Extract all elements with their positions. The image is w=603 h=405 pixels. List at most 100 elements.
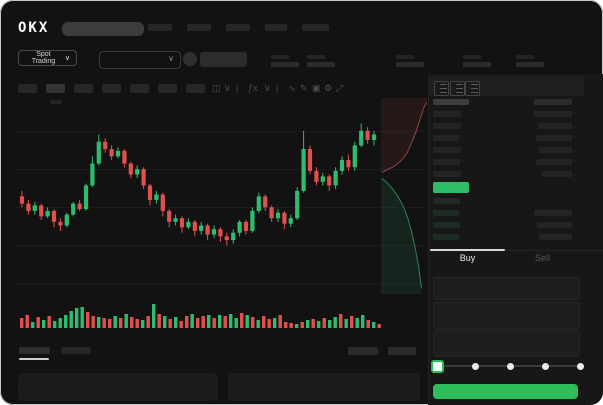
slider-stop[interactable] bbox=[472, 363, 479, 370]
bid-row-size bbox=[534, 210, 572, 216]
bid-row-price[interactable] bbox=[433, 210, 459, 216]
pair-avatar[interactable] bbox=[183, 52, 197, 66]
ask-row-size bbox=[538, 123, 572, 129]
bottom-tab[interactable] bbox=[19, 347, 50, 354]
order-input-field[interactable] bbox=[433, 302, 580, 330]
nav-item[interactable] bbox=[302, 24, 329, 31]
price-display-placeholder bbox=[200, 52, 247, 67]
nav-item[interactable] bbox=[226, 24, 250, 31]
bottom-content-panel bbox=[228, 373, 420, 401]
timeframe-button[interactable] bbox=[74, 84, 93, 93]
bottom-action-button[interactable] bbox=[388, 347, 416, 355]
chart-type-icon[interactable]: ◫ bbox=[212, 83, 221, 93]
ask-row-price[interactable] bbox=[433, 147, 461, 153]
timeframe-button[interactable] bbox=[46, 84, 65, 93]
stat-value bbox=[396, 62, 424, 67]
ask-row-size bbox=[534, 111, 572, 117]
camera-icon[interactable]: ▣ bbox=[312, 83, 321, 93]
candlestick-chart[interactable] bbox=[14, 98, 382, 300]
slider-stop[interactable] bbox=[542, 363, 549, 370]
orderbook-view-bids-only-icon[interactable] bbox=[449, 81, 465, 96]
orderbook-view-asks-only-icon[interactable] bbox=[465, 81, 480, 96]
ask-row-price[interactable] bbox=[433, 159, 460, 165]
stat-value bbox=[516, 62, 544, 67]
stat-label bbox=[396, 55, 414, 59]
stat-label bbox=[307, 55, 325, 59]
ask-row-price[interactable] bbox=[433, 135, 459, 141]
timeframe-button[interactable] bbox=[186, 84, 205, 93]
timeframe-button[interactable] bbox=[18, 84, 37, 93]
tab-buy[interactable]: Buy bbox=[459, 253, 476, 263]
search-input[interactable] bbox=[62, 22, 144, 36]
chevron-down-icon: ∨ bbox=[168, 54, 174, 63]
bid-row-price[interactable] bbox=[433, 234, 459, 240]
bid-row-price[interactable] bbox=[433, 222, 460, 228]
ask-row-size bbox=[542, 171, 572, 177]
nav-item[interactable] bbox=[148, 24, 172, 31]
line-tool-icon[interactable]: ∿ bbox=[288, 83, 296, 93]
stat-group bbox=[307, 55, 335, 67]
last-price-row[interactable] bbox=[433, 182, 469, 193]
ask-row-size bbox=[539, 147, 572, 153]
bottom-content-panel bbox=[18, 373, 218, 401]
volume-chart[interactable] bbox=[14, 299, 382, 329]
fullscreen-icon[interactable]: ⤢ bbox=[336, 83, 344, 93]
bid-row-price[interactable] bbox=[433, 198, 460, 204]
ask-row-price[interactable] bbox=[433, 123, 461, 129]
stat-group bbox=[271, 55, 299, 67]
bottom-action-button[interactable] bbox=[348, 347, 378, 355]
ask-row-price[interactable] bbox=[433, 111, 461, 117]
tab-sell[interactable]: Sell bbox=[534, 253, 550, 263]
stat-value bbox=[463, 62, 491, 67]
panel-divider bbox=[428, 250, 603, 251]
chart-type-chevron-icon[interactable]: ∨ bbox=[224, 83, 231, 93]
ask-row-size bbox=[536, 135, 572, 141]
orderbook-view-split-book-icon[interactable] bbox=[434, 81, 449, 96]
ask-row-price[interactable] bbox=[433, 171, 461, 177]
bottom-tab[interactable] bbox=[61, 347, 91, 354]
indicators-chevron-icon[interactable]: ∨ bbox=[264, 83, 271, 93]
timeframe-button[interactable] bbox=[130, 84, 149, 93]
gridline bbox=[16, 245, 426, 246]
timeframe-button[interactable] bbox=[102, 84, 121, 93]
bid-row-size bbox=[537, 222, 572, 228]
gridline bbox=[16, 169, 426, 170]
ask-row-size bbox=[536, 159, 572, 165]
buy-tab-underline bbox=[430, 249, 505, 251]
stat-value bbox=[307, 62, 335, 67]
active-bottom-tab-underline bbox=[19, 358, 49, 360]
gridline bbox=[16, 131, 426, 132]
stat-label bbox=[463, 55, 481, 59]
nav-item[interactable] bbox=[265, 24, 287, 31]
settings-icon[interactable]: ⚙ bbox=[324, 83, 333, 93]
buy-submit-button[interactable] bbox=[433, 384, 578, 399]
ohlc-info-placeholder bbox=[50, 100, 62, 104]
market-selector-label: Spot Trading bbox=[31, 51, 56, 65]
toolbar-divider: | bbox=[276, 83, 279, 93]
draw-icon[interactable]: ✎ bbox=[300, 83, 308, 93]
order-input-field[interactable] bbox=[433, 331, 580, 357]
stat-group bbox=[516, 55, 544, 67]
orderbook-header-left bbox=[433, 99, 469, 105]
chevron-down-icon: ∨ bbox=[64, 55, 70, 62]
orderbook-header-right bbox=[534, 99, 572, 105]
stat-label bbox=[271, 55, 289, 59]
gridline bbox=[16, 283, 426, 284]
stat-group bbox=[396, 55, 424, 67]
nav-item[interactable] bbox=[187, 24, 211, 31]
toolbar-divider: | bbox=[236, 83, 239, 93]
stat-value bbox=[271, 62, 299, 67]
slider-stop[interactable] bbox=[577, 363, 584, 370]
pair-selector-dropdown[interactable]: ∨ bbox=[99, 51, 181, 69]
okx-logo[interactable]: OKX bbox=[18, 20, 50, 36]
amount-slider-handle[interactable] bbox=[431, 360, 444, 373]
bid-row-size bbox=[539, 234, 572, 240]
depth-preview-chart[interactable] bbox=[381, 98, 427, 294]
gridline bbox=[16, 207, 426, 208]
timeframe-button[interactable] bbox=[158, 84, 177, 93]
stat-label bbox=[516, 55, 534, 59]
indicators-icon[interactable]: ƒx bbox=[248, 83, 258, 93]
slider-stop[interactable] bbox=[507, 363, 514, 370]
order-input-field[interactable] bbox=[433, 277, 580, 300]
market-selector-dropdown[interactable]: Spot Trading ∨ bbox=[18, 50, 77, 66]
